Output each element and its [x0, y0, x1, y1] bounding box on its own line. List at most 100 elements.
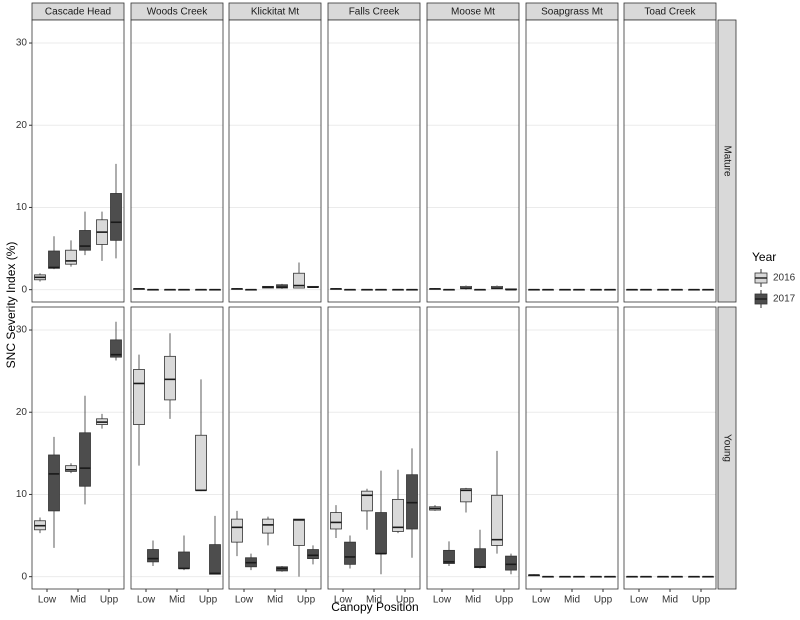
panel	[229, 20, 321, 302]
y-tick-label: 10	[16, 489, 28, 500]
panel	[526, 307, 618, 589]
x-tick-label: Low	[38, 595, 57, 606]
box	[79, 230, 91, 251]
panel-border	[426, 19, 520, 303]
panel-border	[228, 19, 322, 303]
panel	[328, 307, 420, 589]
y-tick-label: 30	[16, 38, 28, 49]
box	[443, 549, 455, 564]
panel-border	[623, 306, 717, 590]
y-tick-label: 20	[16, 407, 28, 418]
box	[231, 518, 243, 543]
box	[133, 369, 145, 425]
x-tick-label: Low	[630, 595, 649, 606]
panel	[131, 20, 223, 302]
panel-border	[623, 19, 717, 303]
panel-border	[327, 19, 421, 303]
box	[147, 549, 159, 563]
box	[195, 434, 207, 491]
box	[392, 498, 404, 532]
x-tick-label: Mid	[267, 595, 283, 606]
panel	[32, 307, 124, 589]
x-tick-label: Low	[235, 595, 254, 606]
x-axis-label: Canopy Position	[331, 600, 418, 614]
x-tick-label: Low	[532, 595, 551, 606]
x-tick-label: Upp	[297, 595, 316, 606]
strip-label: Toad Creek	[644, 7, 696, 18]
box	[491, 494, 503, 546]
panel-border	[31, 19, 125, 303]
y-tick-label: 30	[16, 325, 28, 336]
panel	[427, 20, 519, 302]
panel-border	[327, 306, 421, 590]
box	[79, 432, 91, 487]
x-tick-label: Mid	[465, 595, 481, 606]
x-tick-label: Low	[334, 595, 353, 606]
panel	[427, 307, 519, 589]
strip-label: Klickitat Mt	[251, 7, 300, 18]
x-tick-label: Mid	[662, 595, 678, 606]
panel	[624, 20, 716, 302]
strip	[717, 306, 737, 590]
box	[505, 555, 517, 571]
panel-border	[31, 306, 125, 590]
box	[293, 518, 305, 546]
strip-label: Woods Creek	[147, 7, 208, 18]
box	[344, 541, 356, 565]
y-tick-label: 0	[21, 284, 27, 295]
panel	[229, 307, 321, 589]
x-tick-label: Upp	[692, 595, 711, 606]
strip-label: Falls Creek	[349, 7, 401, 18]
x-tick-label: Upp	[100, 595, 119, 606]
strip-label: Cascade Head	[45, 7, 111, 18]
x-tick-label: Mid	[564, 595, 580, 606]
panel-border	[525, 19, 619, 303]
box	[48, 454, 60, 512]
box	[276, 284, 288, 289]
x-tick-label: Mid	[366, 595, 382, 606]
box	[262, 518, 274, 534]
legend-label: 2016	[773, 273, 796, 284]
strip-label: Soapgrass Mt	[541, 7, 603, 18]
box	[178, 551, 190, 569]
panel-border	[130, 306, 224, 590]
box	[110, 193, 122, 241]
y-tick-label: 10	[16, 202, 28, 213]
panel	[624, 307, 716, 589]
legend-title: Year	[752, 250, 776, 264]
box	[164, 355, 176, 401]
strip-label: Moose Mt	[451, 7, 495, 18]
panel-border	[228, 306, 322, 590]
panel	[131, 307, 223, 589]
panel-border	[426, 306, 520, 590]
panel-border	[525, 306, 619, 590]
strip-label: Mature	[721, 145, 732, 177]
panel	[32, 20, 124, 302]
box	[330, 512, 342, 530]
x-tick-label: Upp	[199, 595, 218, 606]
box	[65, 249, 77, 265]
y-axis-label: SNC Severity Index (%)	[4, 242, 18, 369]
x-tick-label: Upp	[495, 595, 514, 606]
panel	[328, 20, 420, 302]
box	[293, 272, 305, 289]
y-tick-label: 20	[16, 120, 28, 131]
box	[110, 339, 122, 358]
x-tick-label: Upp	[396, 595, 415, 606]
box	[361, 490, 373, 512]
x-tick-label: Low	[433, 595, 452, 606]
box	[406, 474, 418, 530]
panel-border	[130, 19, 224, 303]
x-tick-label: Low	[137, 595, 156, 606]
box	[474, 548, 486, 569]
box	[307, 549, 319, 559]
box	[209, 544, 221, 575]
x-tick-label: Mid	[70, 595, 86, 606]
y-tick-label: 0	[21, 571, 27, 582]
x-tick-label: Mid	[169, 595, 185, 606]
box	[375, 512, 387, 555]
x-tick-label: Upp	[594, 595, 613, 606]
box	[65, 465, 77, 472]
strip-label: Young	[721, 434, 732, 462]
